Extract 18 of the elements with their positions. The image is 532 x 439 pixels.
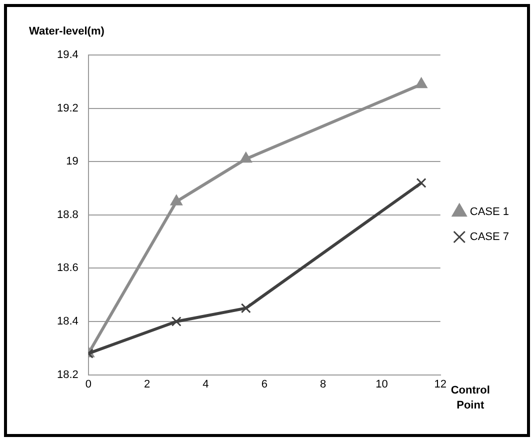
x-tick-label: 8: [320, 378, 326, 390]
x-tick-label: 12: [434, 378, 446, 390]
y-tick-label: 19.4: [56, 49, 78, 62]
x-tick-label: 10: [376, 378, 388, 390]
y-axis-title: Water-level(m): [29, 26, 105, 38]
y-tick-label: 18.2: [56, 368, 78, 381]
y-tick-label: 18.8: [56, 208, 78, 221]
x-tick-label: 4: [202, 378, 209, 390]
y-tick-label: 19.2: [56, 102, 78, 114]
x-tick-label: 0: [85, 378, 92, 390]
legend-label: CASE 1: [470, 206, 510, 218]
x-tick-label: 2: [144, 378, 150, 390]
y-tick-label: 18.6: [56, 262, 78, 274]
x-axis-title: Control Point: [450, 384, 490, 412]
x-tick-label: 6: [261, 378, 268, 390]
y-tick-label: 18.4: [56, 316, 78, 328]
legend-label: CASE 7: [470, 231, 510, 244]
y-tick-label: 19: [66, 156, 78, 168]
